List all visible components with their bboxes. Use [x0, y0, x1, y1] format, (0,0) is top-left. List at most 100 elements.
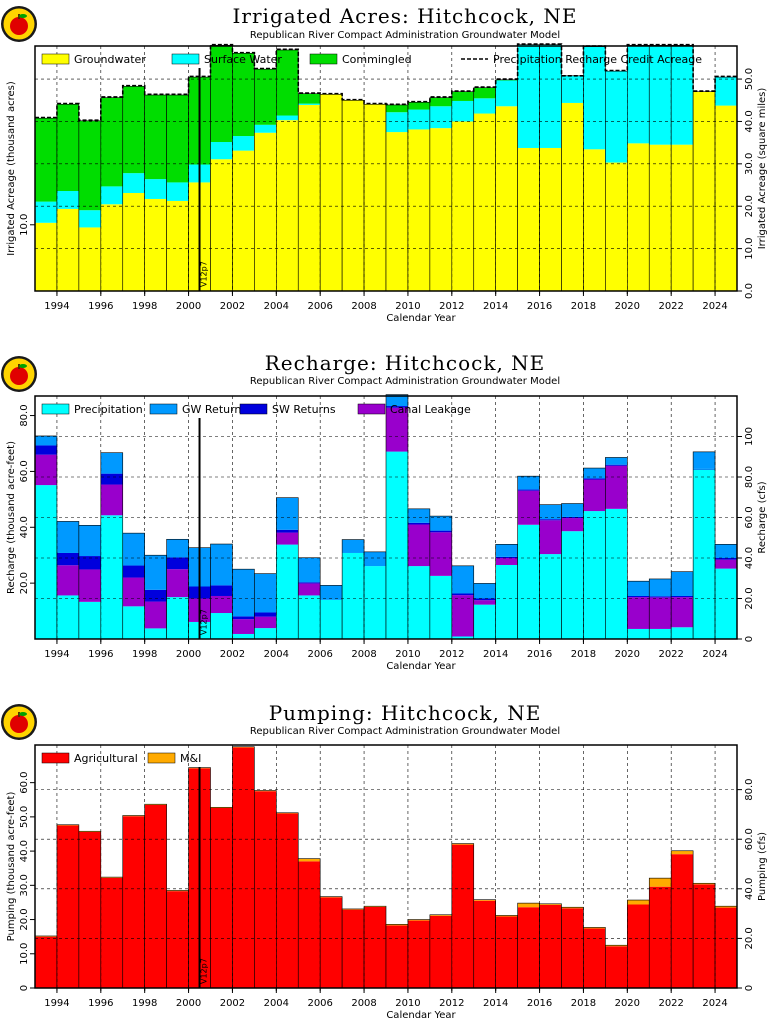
bar-groundwater-1999	[166, 200, 189, 291]
bar-precipitation-2008	[364, 566, 386, 639]
bar-surface-water-1995	[78, 210, 101, 228]
bar-gw-returns-2011	[429, 516, 452, 531]
x-axis-label: Calendar Year	[386, 313, 456, 324]
bar-surface-water-1998	[144, 179, 167, 199]
bar-agricultural-2018	[583, 928, 606, 988]
legend-label: SW Returns	[272, 403, 336, 416]
bar-groundwater-2006	[320, 94, 343, 292]
bar-precipitation-1993	[35, 485, 57, 639]
x-tick-label: 2006	[307, 301, 332, 312]
bar-surface-water-2022	[671, 45, 694, 145]
y-axis-label: Recharge (thousand acre-feet)	[6, 441, 17, 594]
x-tick-label: 2018	[571, 301, 596, 312]
y2-tick-label: 10.0	[744, 237, 755, 259]
bar-gw-returns-2009	[386, 394, 408, 407]
bar-surface-water-2002	[232, 136, 255, 151]
bar-precipitation-2012	[451, 636, 474, 639]
bar-agricultural-2007	[342, 909, 365, 988]
x-tick-label: 2000	[176, 301, 201, 312]
bar-m-i-2004	[276, 812, 299, 814]
bar-precipitation-2024	[715, 568, 737, 639]
bar-surface-water-1999	[166, 182, 189, 201]
y-tick-label: 30.0	[19, 874, 30, 896]
bar-canal-leakage-2010	[407, 524, 430, 567]
bar-m-i-2015	[517, 903, 540, 908]
bar-agricultural-1996	[100, 877, 123, 988]
bar-canal-leakage-1999	[166, 569, 189, 598]
x-tick-label: 2012	[439, 998, 464, 1009]
legend-swatch-commingled	[309, 53, 338, 65]
y2-tick-label: 0	[744, 636, 755, 642]
bar-commingled-1993	[35, 118, 57, 202]
y2-tick-label: 40.0	[744, 110, 755, 132]
x-tick-label: 2024	[702, 649, 727, 660]
bar-canal-leakage-2015	[517, 490, 540, 525]
bar-groundwater-1997	[122, 193, 145, 291]
bar-agricultural-2024	[715, 907, 737, 988]
bar-surface-water-2018	[583, 46, 606, 150]
bar-surface-water-2021	[649, 45, 672, 145]
bar-m-i-2019	[605, 945, 628, 947]
bar-precipitation-1998	[144, 628, 167, 639]
x-tick-label: 2000	[176, 649, 201, 660]
bar-sw-returns-2024	[715, 558, 737, 560]
x-tick-label: 1996	[88, 649, 113, 660]
x-tick-label: 2022	[658, 301, 683, 312]
bar-agricultural-2015	[517, 907, 540, 988]
x-tick-label: 2010	[395, 301, 420, 312]
bar-sw-returns-2021	[649, 596, 672, 598]
legend-label: Commingled	[342, 53, 412, 66]
bar-agricultural-1995	[78, 831, 101, 988]
bar-surface-water-2012	[451, 100, 474, 122]
bar-sw-returns-1994	[56, 552, 79, 566]
bar-m-i-2012	[451, 843, 474, 845]
bar-groundwater-2022	[671, 144, 694, 291]
x-tick-label: 2012	[439, 301, 464, 312]
logo-icon	[1, 356, 37, 392]
x-tick-label: 2000	[176, 998, 201, 1009]
bar-sw-returns-2012	[451, 593, 474, 596]
bar-agricultural-1998	[144, 804, 167, 988]
bar-m-i-2014	[495, 915, 518, 917]
bar-m-i-1994	[56, 824, 79, 826]
bar-sw-returns-1999	[166, 557, 189, 570]
bar-m-i-2006	[320, 896, 343, 898]
bar-surface-water-2017	[561, 75, 584, 103]
bar-m-i-2021	[649, 878, 672, 887]
bar-sw-returns-2001	[210, 585, 233, 596]
bar-groundwater-2024	[715, 105, 737, 291]
y2-axis-label: Irrigated Acreage (square miles)	[757, 88, 768, 250]
y-axis-label: Irrigated Acreage (thousand acres)	[6, 81, 17, 256]
bar-gw-returns-2020	[627, 581, 650, 596]
y2-tick-label: 30.0	[744, 153, 755, 175]
bar-agricultural-2020	[627, 904, 650, 988]
bar-agricultural-2005	[298, 861, 321, 988]
bar-gw-returns-1994	[56, 521, 79, 553]
legend-label: Canal Leakage	[390, 403, 471, 416]
logo-apple	[10, 367, 28, 385]
bar-gw-returns-1999	[166, 539, 189, 558]
bar-sw-returns-2010	[407, 522, 430, 525]
bar-precipitation-2015	[517, 524, 540, 639]
x-tick-label: 1998	[132, 301, 157, 312]
bar-surface-water-2010	[407, 109, 430, 130]
x-tick-label: 1994	[44, 649, 69, 660]
plot-frame	[34, 45, 738, 292]
bar-groundwater-2020	[627, 143, 650, 291]
x-tick-label: 2024	[702, 998, 727, 1009]
bar-agricultural-2006	[320, 897, 343, 988]
bar-groundwater-2002	[232, 150, 255, 291]
bar-commingled-2001	[210, 45, 233, 143]
bar-agricultural-2008	[364, 906, 386, 988]
bar-gw-returns-1998	[144, 555, 167, 590]
x-tick-label: 2020	[615, 649, 640, 660]
bar-precipitation-1997	[122, 606, 145, 639]
bar-groundwater-1995	[78, 227, 101, 291]
plot-frame	[34, 744, 738, 989]
y-tick-label: 80.0	[19, 404, 30, 426]
bar-surface-water-2003	[254, 124, 277, 133]
bar-m-i-2011	[429, 914, 452, 916]
logo-leaf	[19, 14, 27, 18]
bar-m-i-2007	[342, 908, 365, 910]
